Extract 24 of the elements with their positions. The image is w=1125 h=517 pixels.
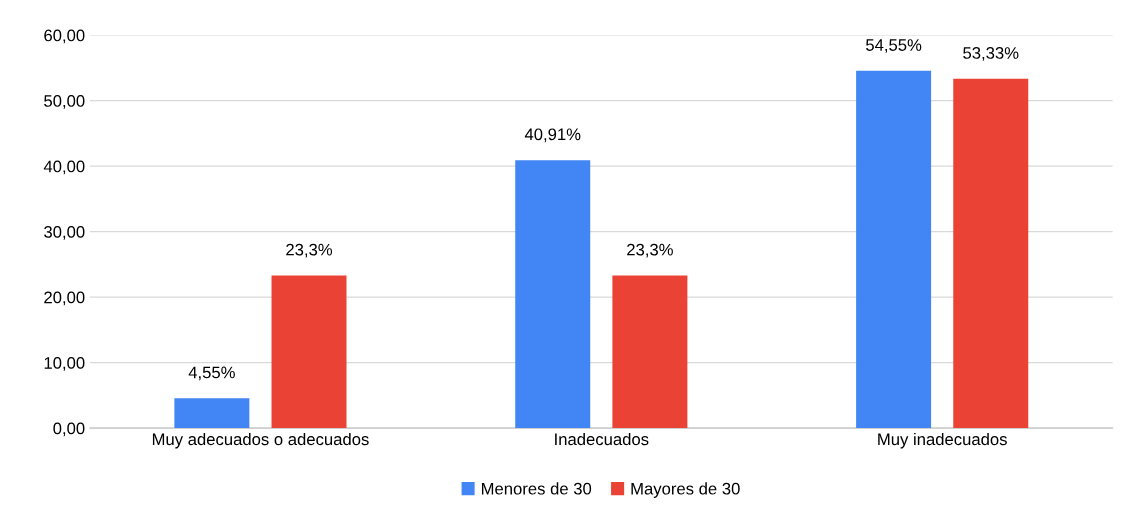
data-label: 53,33% — [963, 47, 1019, 61]
bar — [953, 78, 1029, 429]
bar — [174, 398, 250, 429]
data-label: 23,3% — [286, 243, 333, 258]
legend-label: Mayores de 30 — [631, 482, 740, 498]
data-label: 54,55% — [866, 39, 922, 53]
y-tick-label: 40,00 — [43, 160, 85, 175]
data-label: 4,55% — [188, 366, 235, 381]
y-tick-label: 50,00 — [44, 95, 85, 109]
y-tick-label: 10,00 — [44, 356, 85, 371]
bar — [271, 275, 347, 429]
legend-label: Menores de 30 — [481, 482, 592, 495]
y-tick-label: 0,00 — [53, 422, 85, 437]
x-tick-label: Muy adecuados o adecuados — [152, 432, 369, 449]
y-tick-label: 60,00 — [44, 29, 85, 44]
y-tick-label: 30,00 — [44, 226, 85, 240]
x-tick-label: Inadecuados — [555, 432, 649, 446]
data-label: 23,3% — [627, 243, 673, 258]
bar — [515, 160, 591, 429]
x-tick-label: Muy inadecuados — [878, 432, 1007, 449]
bar — [856, 70, 932, 429]
y-tick-label: 20,00 — [44, 291, 85, 306]
data-label: 40,91% — [524, 128, 581, 143]
bar — [612, 275, 688, 429]
